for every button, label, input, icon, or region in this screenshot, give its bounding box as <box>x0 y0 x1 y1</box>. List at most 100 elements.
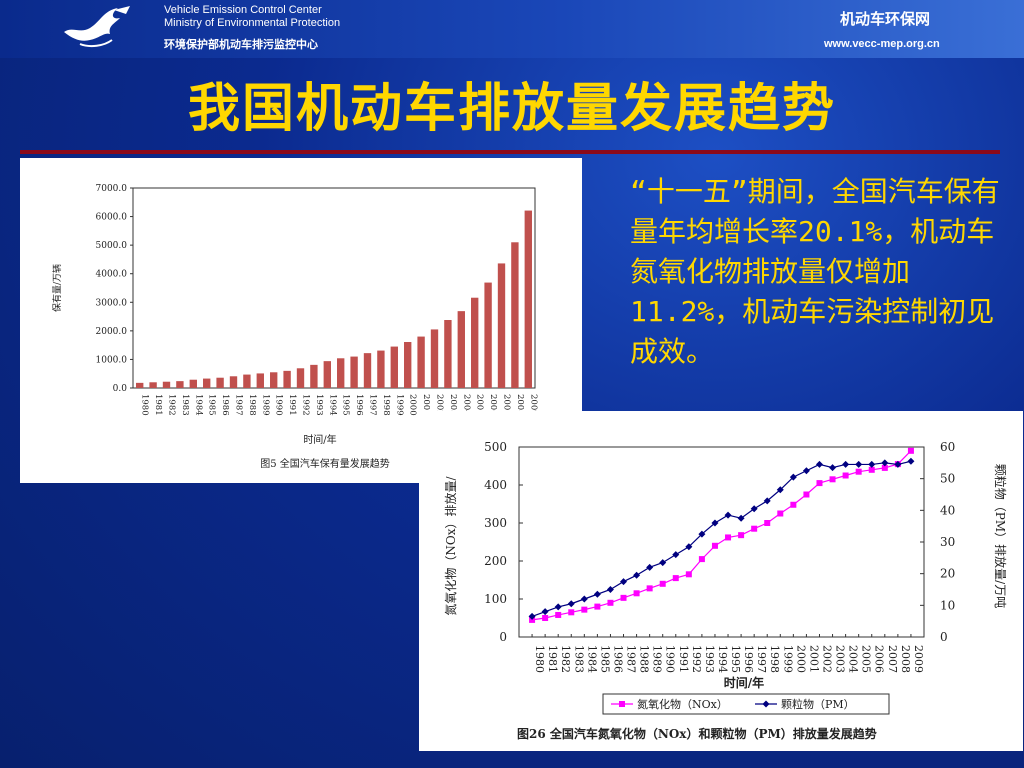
pm-point <box>868 460 876 468</box>
x-tick-label: 1984 <box>585 645 598 673</box>
pm-point <box>894 460 902 468</box>
pm-point <box>528 612 536 620</box>
bar <box>323 361 331 388</box>
x-tick-label: 2004 <box>847 645 860 673</box>
legend-pm-marker <box>762 700 770 708</box>
x-tick-label: 1983 <box>572 645 585 673</box>
y-left-tick-label: 200 <box>484 554 507 568</box>
y-right-tick-label: 10 <box>940 598 955 612</box>
y-left-tick-label: 400 <box>484 478 507 492</box>
pm-point <box>580 595 588 603</box>
nox-series-line <box>531 450 912 621</box>
bar <box>430 329 439 388</box>
bar <box>511 242 519 388</box>
x-tick-label: 1982 <box>167 394 177 416</box>
bar <box>471 297 479 388</box>
pm-point <box>842 460 850 468</box>
y-right-tick-label: 0 <box>940 630 948 644</box>
nox-point <box>711 542 718 549</box>
x-tick-label: 2006 <box>873 645 886 673</box>
x-tick-label: 1991 <box>677 645 690 673</box>
y-tick-label: 0.0 <box>113 384 128 394</box>
x-tick-label: 1980 <box>533 645 546 673</box>
x-tick-label: 2008 <box>899 645 912 673</box>
bar <box>229 376 238 388</box>
x-tick-label: 1988 <box>638 645 651 673</box>
nox-point <box>829 476 836 483</box>
x-tick-label: 1999 <box>394 394 404 416</box>
x-tick-label: 1999 <box>781 645 794 673</box>
nox-point <box>842 472 849 479</box>
y-right-tick-label: 30 <box>940 535 955 549</box>
pm-point <box>633 571 641 579</box>
pm-point <box>907 457 915 465</box>
vehicle-population-chart-svg: 0.0 1000.0 2000.0 3000.0 4000.0 5000.0 6000.0 7… <box>51 184 538 470</box>
summary-text: “十一五”期间，全国汽车保有量年均增长率20.1%，机动车氮氧化物排放量仅增加1… <box>630 175 1000 368</box>
x-tick-label: 2002 <box>820 645 833 673</box>
bar <box>189 379 197 388</box>
nox-point <box>698 556 705 563</box>
bar <box>216 377 224 388</box>
y-right-tick-label: 20 <box>940 567 955 581</box>
y-tick-label: 3000.0 <box>96 298 128 308</box>
bar <box>256 373 264 388</box>
x-tick-label: 1991 <box>287 394 297 416</box>
legend-pm-label: 颗粒物（PM） <box>781 697 855 711</box>
x-tick-label: 1997 <box>755 645 768 673</box>
org-name-en-line1: Vehicle Emission Control Center <box>164 4 322 16</box>
x-tick-label: 1992 <box>301 394 311 416</box>
x-tick-label: 1981 <box>153 394 163 416</box>
pm-point <box>776 486 784 494</box>
y-tick-label: 1000.0 <box>96 355 128 365</box>
nox-point <box>555 611 562 618</box>
nox-point <box>881 464 888 471</box>
y-tick-label: 6000.0 <box>96 213 128 223</box>
y-left-tick-label: 0 <box>499 630 507 644</box>
y-left-tick-label: 300 <box>484 516 507 530</box>
x-tick-label: 2006 <box>488 394 498 416</box>
y-left-axis-label: 氮氧化物（NOx）排放量/ <box>443 475 458 615</box>
bar <box>444 320 452 388</box>
y-tick-label: 2000.0 <box>96 327 128 337</box>
x-axis-label: 时间/年 <box>303 433 336 446</box>
x-tick-label: 1994 <box>716 645 729 673</box>
org-name-en-line2: Ministry of Environmental Protection <box>164 17 341 29</box>
x-tick-label: 1982 <box>559 645 572 673</box>
bar <box>310 364 318 388</box>
y-right-axis-label: 颗粒物（PM）排放量/万吨 <box>993 464 1008 608</box>
bar <box>162 381 171 388</box>
pm-point <box>593 590 601 598</box>
bar <box>176 381 184 388</box>
pm-point <box>672 551 680 559</box>
x-tick-label: 1987 <box>625 645 638 673</box>
nox-point <box>764 520 771 526</box>
site-url[interactable]: www.vecc-mep.org.cn <box>824 38 940 50</box>
pm-point <box>802 467 810 475</box>
legend-box <box>602 693 890 715</box>
y-axis-label: 保有量/万辆 <box>51 264 63 312</box>
x-tick-label: 1995 <box>729 645 742 673</box>
x-tick-label: 2005 <box>475 394 485 416</box>
chart-caption: 图26 全国汽车氮氧化物（NOx）和颗粒物（PM）排放量发展趋势 <box>517 726 877 741</box>
bar <box>497 263 506 388</box>
nox-point <box>725 534 732 541</box>
bar <box>296 368 305 388</box>
nox-point <box>607 599 614 606</box>
nox-point <box>751 525 758 532</box>
x-tick-label: 2003 <box>834 645 847 673</box>
x-tick-label: 1989 <box>260 394 270 416</box>
chart-caption: 图5 全国汽车保有量发展趋势 <box>260 457 390 470</box>
bar <box>457 311 465 388</box>
vehicle-population-chart: 0.0 1000.0 2000.0 3000.0 4000.0 5000.0 6000.0 7… <box>20 158 582 483</box>
x-tick-label: 1992 <box>690 645 703 673</box>
pm-point <box>541 608 549 616</box>
nox-point <box>594 603 601 610</box>
x-tick-label: 1984 <box>193 394 203 416</box>
x-tick-label: 2002 <box>435 394 445 416</box>
y-right-tick-label: 60 <box>940 440 955 454</box>
nox-point <box>581 606 588 613</box>
y-tick-label: 7000.0 <box>96 184 128 194</box>
pm-point <box>763 497 771 505</box>
y-tick-label: 5000.0 <box>96 241 128 251</box>
